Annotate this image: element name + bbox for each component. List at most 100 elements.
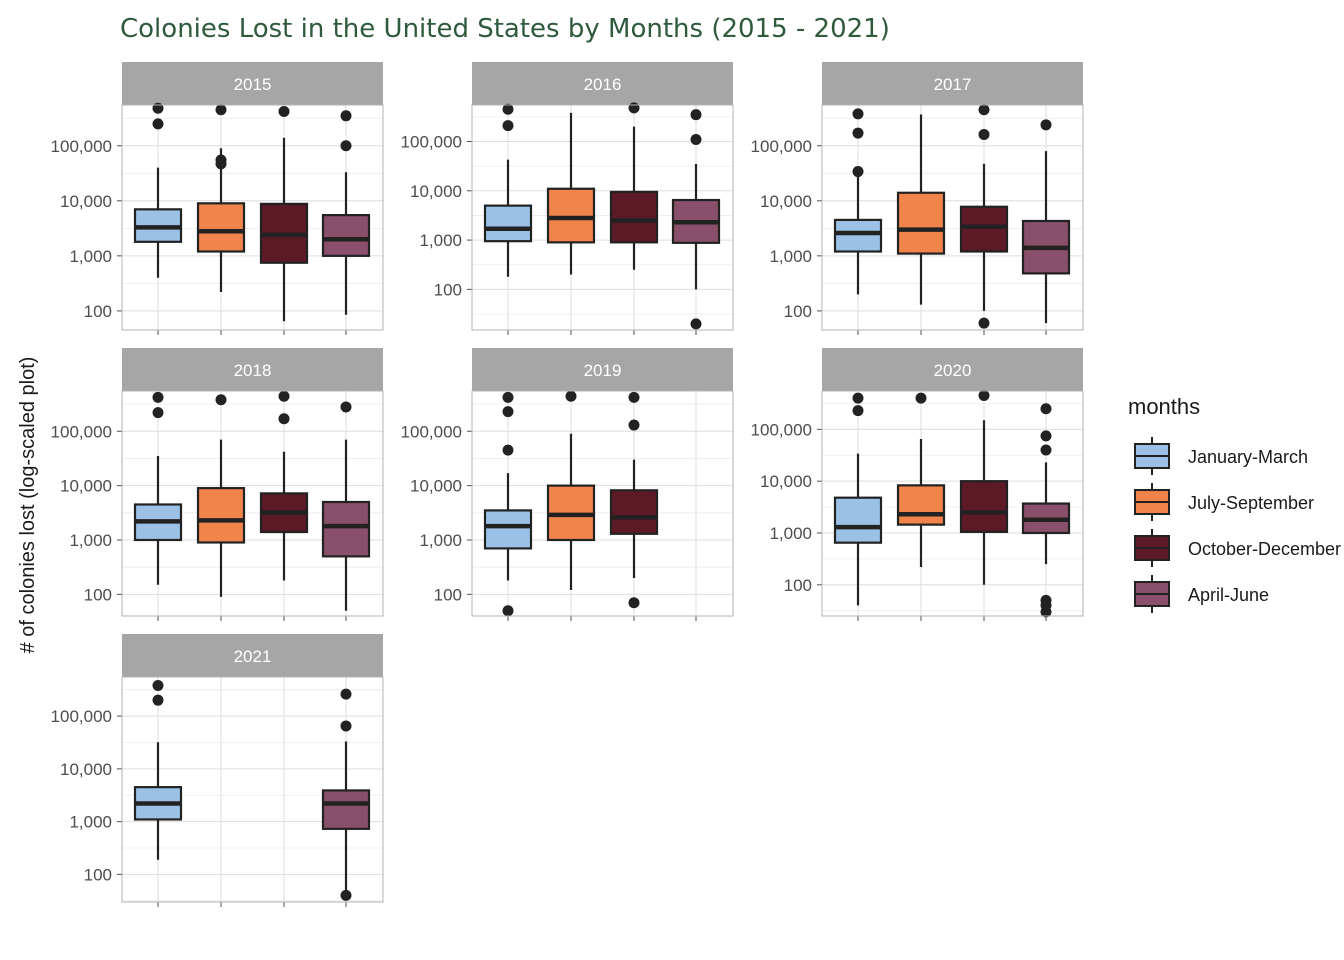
strip-label-2018: 2018 xyxy=(234,361,272,380)
box-October-December xyxy=(959,104,1009,329)
box-January-March xyxy=(833,392,883,606)
box-July-September xyxy=(196,104,246,293)
strip-label-2019: 2019 xyxy=(584,361,622,380)
outlier-point xyxy=(278,390,290,402)
box-body xyxy=(609,190,659,244)
box-January-March xyxy=(133,391,183,585)
strip-2020 xyxy=(822,348,1083,391)
y-tick-label: 1,000 xyxy=(419,531,462,550)
box-body xyxy=(196,487,246,544)
outlier-point xyxy=(502,444,514,456)
y-tick-label: 1,000 xyxy=(69,813,112,832)
outlier-point xyxy=(978,129,990,141)
legend-title: months xyxy=(1128,394,1200,419)
outlier-point xyxy=(215,104,227,116)
outlier-point xyxy=(628,597,640,609)
box-April-June xyxy=(1021,119,1071,324)
outlier-point xyxy=(340,140,352,152)
box-January-March xyxy=(483,103,533,277)
box-January-March xyxy=(833,108,883,295)
box-body xyxy=(546,187,596,244)
outlier-point xyxy=(1040,606,1052,618)
box-July-September xyxy=(546,390,596,591)
facet-panel-2020: 2020 100 1,000 10,000 100,000 xyxy=(751,348,1084,621)
box-July-September xyxy=(196,394,246,597)
strip-label-2021: 2021 xyxy=(234,647,272,666)
y-tick-label: 10,000 xyxy=(60,477,112,496)
box-body xyxy=(483,204,533,243)
y-tick-label: 100 xyxy=(434,585,462,604)
box-July-September xyxy=(896,392,946,568)
facet-panel-2016: 2016 100 1,000 10,000 100,000 xyxy=(401,62,734,335)
box-January-March xyxy=(133,679,183,860)
facet-panel-2018: 2018 100 1,000 10,000 100,000 xyxy=(51,348,384,621)
outlier-point xyxy=(690,318,702,330)
outlier-point xyxy=(852,166,864,178)
outlier-point xyxy=(152,118,164,130)
legend-label: October-December xyxy=(1188,539,1341,559)
box-body xyxy=(833,218,883,253)
y-tick-label: 100 xyxy=(84,865,112,884)
panel-border xyxy=(121,104,384,331)
strip-2017 xyxy=(822,62,1083,105)
panel-border xyxy=(821,390,1084,617)
legend-entry-January-March: January-March xyxy=(1134,437,1308,475)
box-October-December xyxy=(609,391,659,609)
box-body xyxy=(609,489,659,535)
outlier-point xyxy=(978,317,990,329)
plot-background xyxy=(472,391,733,616)
y-tick-label: 100,000 xyxy=(51,707,112,726)
outlier-point xyxy=(152,679,164,691)
y-tick-label: 1,000 xyxy=(769,524,812,543)
facet-panel-2021: 2021 100 1,000 10,000 100,000 xyxy=(51,634,384,907)
box-October-December xyxy=(959,390,1009,585)
y-tick-label: 100,000 xyxy=(51,422,112,441)
outlier-point xyxy=(565,390,577,402)
outlier-point xyxy=(915,392,927,404)
box-October-December xyxy=(609,102,659,270)
outlier-point xyxy=(502,406,514,418)
y-tick-label: 10,000 xyxy=(60,192,112,211)
panel-border xyxy=(821,104,1084,331)
outlier-point xyxy=(152,407,164,419)
outlier-point xyxy=(502,391,514,403)
outlier-point xyxy=(502,605,514,617)
outlier-point xyxy=(852,127,864,139)
y-tick-label: 1,000 xyxy=(69,531,112,550)
panel-border xyxy=(471,390,734,617)
outlier-point xyxy=(340,401,352,413)
box-October-December xyxy=(259,105,309,322)
y-tick-label: 1,000 xyxy=(69,247,112,266)
box-body xyxy=(321,214,371,257)
outlier-point xyxy=(628,102,640,114)
box-body xyxy=(833,496,883,544)
y-tick-label: 1,000 xyxy=(419,231,462,250)
y-tick-label: 100,000 xyxy=(751,137,812,156)
outlier-point xyxy=(852,405,864,417)
outlier-point xyxy=(152,102,164,114)
box-July-September xyxy=(896,114,946,305)
outlier-point xyxy=(278,105,290,117)
box-April-June xyxy=(321,688,371,901)
outlier-point xyxy=(215,158,227,170)
outlier-point xyxy=(852,108,864,120)
y-tick-label: 100,000 xyxy=(401,422,462,441)
outlier-point xyxy=(1040,444,1052,456)
box-body xyxy=(196,202,246,253)
panel-border xyxy=(471,104,734,331)
box-October-December xyxy=(259,390,309,581)
y-tick-label: 100 xyxy=(84,585,112,604)
outlier-point xyxy=(215,394,227,406)
box-body xyxy=(959,205,1009,253)
box-body xyxy=(896,484,946,526)
y-tick-label: 10,000 xyxy=(410,182,462,201)
box-January-March xyxy=(133,102,183,278)
outlier-point xyxy=(690,109,702,121)
outlier-point xyxy=(340,110,352,122)
outlier-point xyxy=(502,103,514,115)
box-body xyxy=(896,191,946,255)
legend-label: January-March xyxy=(1188,447,1308,467)
legend-entry-July-September: July-September xyxy=(1134,483,1314,521)
y-tick-label: 100 xyxy=(784,302,812,321)
